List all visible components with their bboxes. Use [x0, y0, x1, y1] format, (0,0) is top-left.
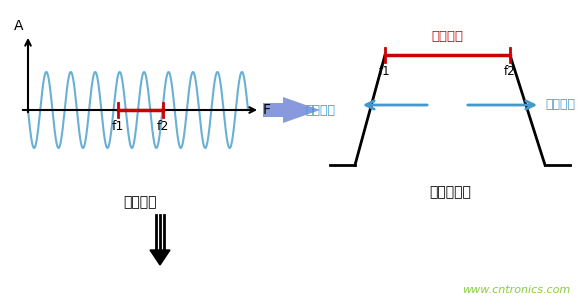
Polygon shape: [263, 97, 320, 123]
Text: 原始信号: 原始信号: [123, 195, 157, 209]
Text: f1: f1: [112, 120, 124, 133]
Text: 抑制频段: 抑制频段: [305, 103, 335, 117]
Text: www.cntronics.com: www.cntronics.com: [462, 285, 570, 295]
Polygon shape: [150, 250, 170, 265]
Text: 滤波器响应: 滤波器响应: [429, 185, 471, 199]
Text: f2: f2: [504, 65, 516, 78]
Text: A: A: [13, 19, 23, 33]
Text: F: F: [263, 103, 271, 117]
Text: 抑制频段: 抑制频段: [545, 99, 575, 111]
Text: 工作频段: 工作频段: [431, 30, 463, 43]
Text: f1: f1: [379, 65, 391, 78]
Text: f2: f2: [157, 120, 169, 133]
